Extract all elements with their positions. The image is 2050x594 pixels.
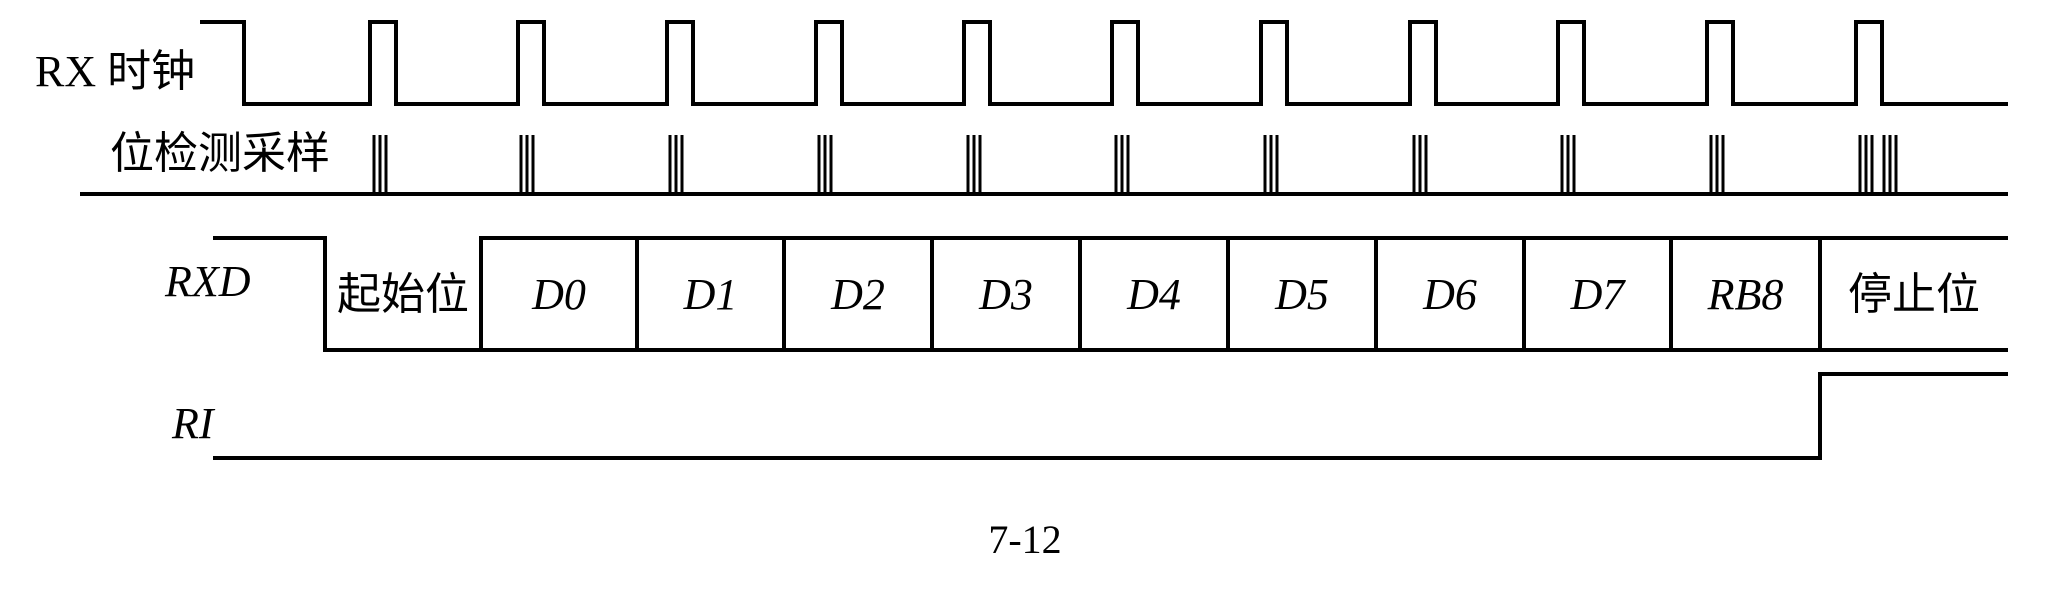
figure-caption: 7-12 <box>988 517 1061 562</box>
sample-ticks <box>372 135 1898 192</box>
rxd-cell-label: D5 <box>1274 270 1329 319</box>
rxd-cell-label: D2 <box>830 270 885 319</box>
rxd-cell-label: D3 <box>978 270 1033 319</box>
rxd-cells: 起始位 D0 D1 D2 D3 D4 D5 D6 D7 RB8 停止位 <box>337 270 1980 319</box>
rxd-cell-label: 起始位 <box>337 270 469 319</box>
rxd-cell-label: RB8 <box>1707 270 1784 319</box>
ri-waveform <box>213 372 2008 460</box>
rxd-waveform <box>213 236 2008 352</box>
rxd-cell-label: D7 <box>1570 270 1627 319</box>
rxd-label: RXD <box>164 257 251 306</box>
bit-sample-label: 位检测采样 <box>110 129 330 178</box>
rx-clock-label: RX 时钟 <box>35 47 195 96</box>
rx-clock-waveform <box>200 20 2008 106</box>
rxd-cell-label: D6 <box>1422 270 1477 319</box>
rxd-dividers <box>479 238 1822 350</box>
rxd-cell-label: D1 <box>683 270 738 319</box>
rxd-cell-label: D4 <box>1126 270 1181 319</box>
rxd-cell-label: D0 <box>531 270 586 319</box>
rxd-cell-label: 停止位 <box>1848 270 1980 319</box>
ri-label: RI <box>171 399 216 448</box>
